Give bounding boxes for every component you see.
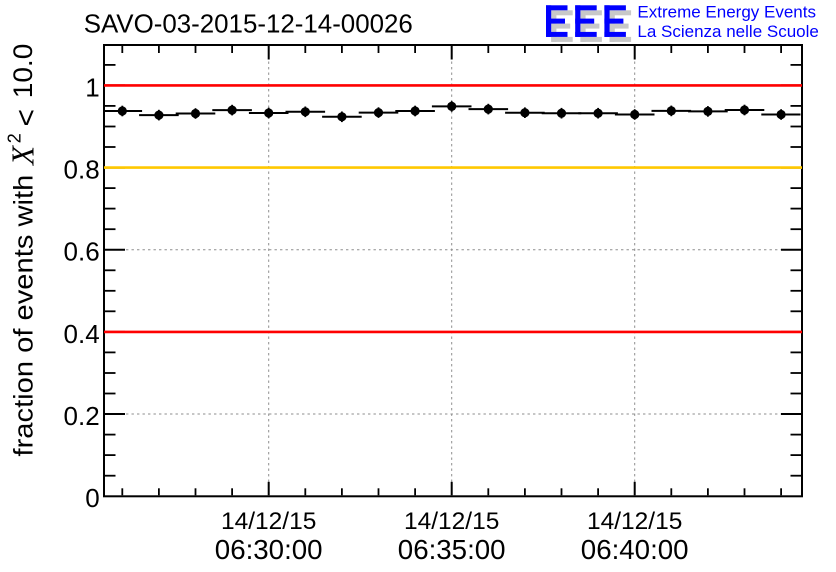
svg-text:06:35:00: 06:35:00: [398, 534, 506, 565]
svg-text:14/12/15: 14/12/15: [221, 508, 316, 535]
svg-text:06:40:00: 06:40:00: [581, 534, 689, 565]
svg-text:X: X: [5, 144, 40, 167]
svg-text:<: <: [10, 109, 43, 127]
svg-text:1: 1: [85, 72, 99, 102]
svg-text:fraction of events with: fraction of events with: [9, 175, 38, 457]
svg-text:0: 0: [85, 483, 99, 513]
svg-text:SAVO-03-2015-12-14-00026: SAVO-03-2015-12-14-00026: [84, 11, 413, 39]
svg-text:0.6: 0.6: [64, 237, 100, 267]
svg-text:2: 2: [5, 133, 25, 143]
svg-text:La Scienza nelle Scuole: La Scienza nelle Scuole: [637, 22, 818, 41]
svg-text:06:30:00: 06:30:00: [215, 534, 323, 565]
svg-text:0.8: 0.8: [64, 155, 100, 185]
svg-text:14/12/15: 14/12/15: [404, 508, 499, 535]
svg-text:14/12/15: 14/12/15: [587, 508, 682, 535]
svg-text:0.2: 0.2: [64, 401, 100, 431]
svg-text:Extreme Energy Events: Extreme Energy Events: [637, 2, 816, 21]
svg-text:0.4: 0.4: [64, 319, 100, 349]
svg-text:10.0: 10.0: [8, 44, 38, 99]
